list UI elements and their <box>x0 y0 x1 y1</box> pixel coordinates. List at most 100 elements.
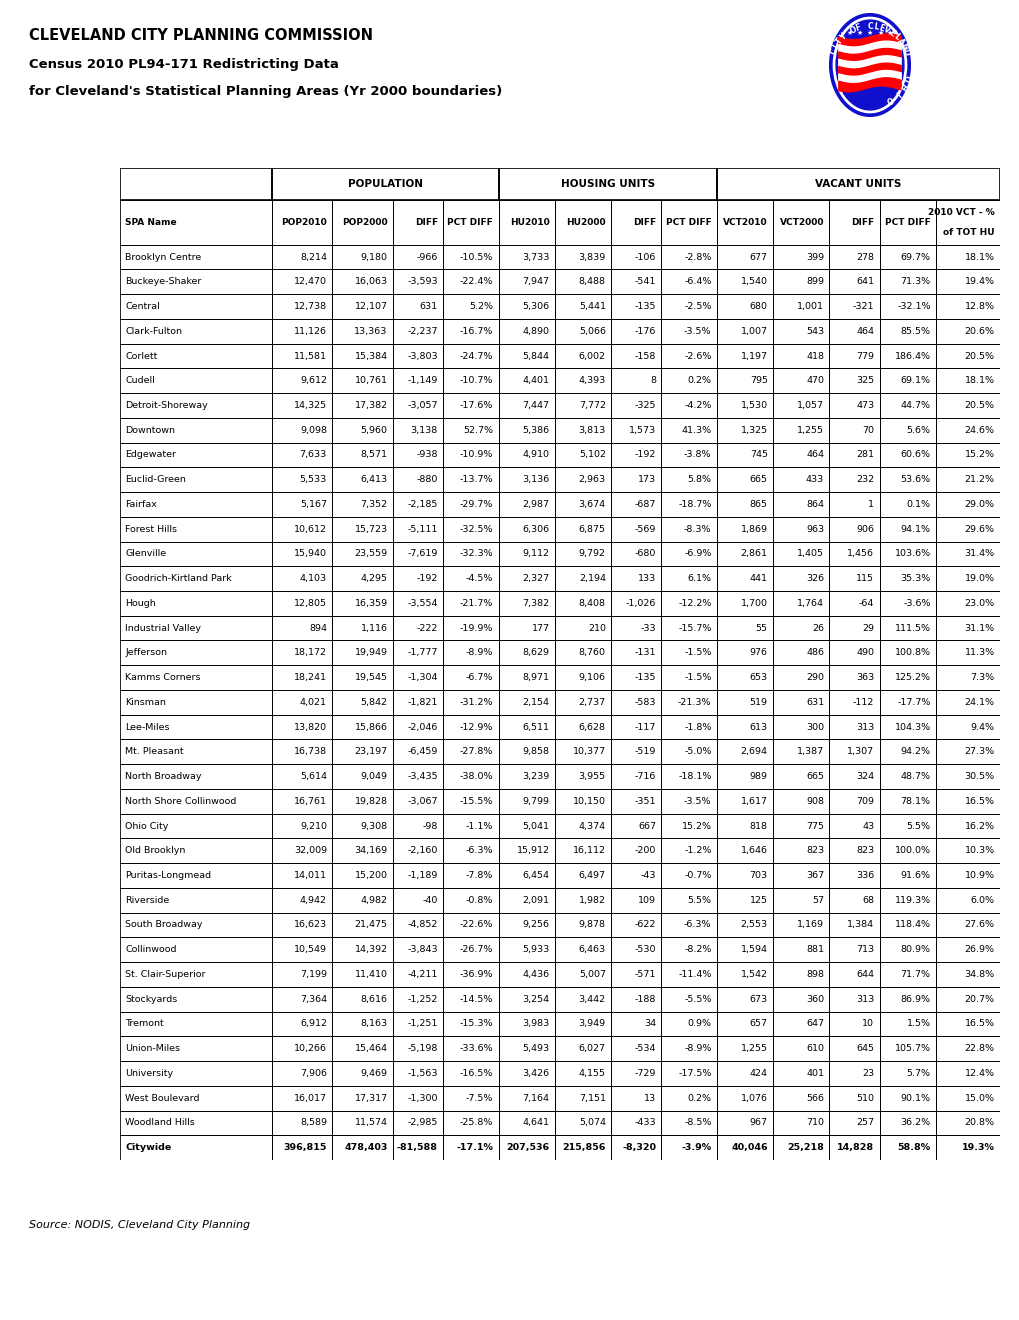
Text: 19,545: 19,545 <box>355 673 387 682</box>
Text: 16.5%: 16.5% <box>964 797 994 805</box>
Text: -8.5%: -8.5% <box>684 1118 711 1127</box>
Text: E: E <box>887 28 896 38</box>
Text: -1.2%: -1.2% <box>684 846 711 855</box>
Text: 8,571: 8,571 <box>360 450 387 459</box>
Text: Detroit-Shoreway: Detroit-Shoreway <box>125 401 208 411</box>
Text: 100.0%: 100.0% <box>894 846 929 855</box>
Text: Lee-Miles: Lee-Miles <box>125 722 169 731</box>
Text: 1,387: 1,387 <box>796 747 823 756</box>
Text: 2,861: 2,861 <box>740 549 767 558</box>
Text: 9,098: 9,098 <box>300 426 327 434</box>
Text: -188: -188 <box>634 995 655 1003</box>
Text: 20.7%: 20.7% <box>964 995 994 1003</box>
Text: 8,616: 8,616 <box>360 995 387 1003</box>
Text: 15,912: 15,912 <box>516 846 549 855</box>
Text: 35.3%: 35.3% <box>900 574 929 583</box>
Text: 12,805: 12,805 <box>293 599 327 609</box>
Text: 13: 13 <box>643 1094 655 1102</box>
Text: of TOT HU: of TOT HU <box>943 228 994 236</box>
Text: T: T <box>834 37 844 46</box>
Text: Hough: Hough <box>125 599 156 609</box>
Text: -1.5%: -1.5% <box>684 673 711 682</box>
Text: 1,617: 1,617 <box>740 797 767 805</box>
Text: 6,027: 6,027 <box>578 1044 605 1053</box>
Text: 8,760: 8,760 <box>578 648 605 657</box>
Text: -0.8%: -0.8% <box>466 896 493 904</box>
Text: St. Clair-Superior: St. Clair-Superior <box>125 970 206 979</box>
Text: 48.7%: 48.7% <box>900 772 929 781</box>
Text: 864: 864 <box>805 500 823 510</box>
Text: -22.6%: -22.6% <box>460 920 493 929</box>
Text: 1,456: 1,456 <box>847 549 873 558</box>
Text: 6,306: 6,306 <box>522 524 549 533</box>
Text: 894: 894 <box>309 623 327 632</box>
Text: 13,363: 13,363 <box>354 327 387 335</box>
Text: 11,126: 11,126 <box>293 327 327 335</box>
Text: 19.4%: 19.4% <box>964 277 994 286</box>
Text: -1,189: -1,189 <box>407 871 437 880</box>
Text: VCT2000: VCT2000 <box>779 218 823 227</box>
Text: 1,255: 1,255 <box>796 426 823 434</box>
Text: -680: -680 <box>634 549 655 558</box>
Text: -98: -98 <box>422 821 437 830</box>
Text: 10,266: 10,266 <box>293 1044 327 1053</box>
Text: 5,074: 5,074 <box>578 1118 605 1127</box>
Text: C: C <box>827 48 839 55</box>
Text: 14,011: 14,011 <box>293 871 327 880</box>
Text: 7,633: 7,633 <box>300 450 327 459</box>
Text: 1,764: 1,764 <box>796 599 823 609</box>
Text: 10.9%: 10.9% <box>964 871 994 880</box>
Text: -26.7%: -26.7% <box>460 945 493 954</box>
Text: 1,405: 1,405 <box>796 549 823 558</box>
Text: -11.4%: -11.4% <box>678 970 711 979</box>
Text: 703: 703 <box>749 871 767 880</box>
Text: -32.1%: -32.1% <box>897 302 929 312</box>
Text: -12.9%: -12.9% <box>460 722 493 731</box>
Text: 115: 115 <box>856 574 873 583</box>
Text: -6.9%: -6.9% <box>684 549 711 558</box>
Text: 665: 665 <box>749 475 767 484</box>
Text: -3,554: -3,554 <box>407 599 437 609</box>
Text: 1,169: 1,169 <box>796 920 823 929</box>
Text: 2,154: 2,154 <box>522 698 549 706</box>
Ellipse shape <box>833 17 906 112</box>
Text: POP2010: POP2010 <box>281 218 327 227</box>
Text: 91.6%: 91.6% <box>900 871 929 880</box>
Text: -36.9%: -36.9% <box>460 970 493 979</box>
Text: C: C <box>866 22 872 30</box>
Text: 9,308: 9,308 <box>360 821 387 830</box>
Text: Citywide: Citywide <box>125 1143 171 1152</box>
Text: 441: 441 <box>749 574 767 583</box>
Text: 5,614: 5,614 <box>300 772 327 781</box>
Text: N: N <box>898 41 908 51</box>
Text: 2,737: 2,737 <box>578 698 605 706</box>
Text: 278: 278 <box>856 252 873 261</box>
Text: Tremont: Tremont <box>125 1019 164 1028</box>
Text: 490: 490 <box>856 648 873 657</box>
Text: 24.6%: 24.6% <box>964 426 994 434</box>
Text: 3,733: 3,733 <box>522 252 549 261</box>
Text: 20.5%: 20.5% <box>964 351 994 360</box>
Text: 16,017: 16,017 <box>293 1094 327 1102</box>
Ellipse shape <box>836 20 903 110</box>
Text: -43: -43 <box>640 871 655 880</box>
Text: 94.2%: 94.2% <box>900 747 929 756</box>
Text: Goodrich-Kirtland Park: Goodrich-Kirtland Park <box>125 574 231 583</box>
Text: POPULATION: POPULATION <box>347 180 422 189</box>
Text: -6.3%: -6.3% <box>466 846 493 855</box>
Text: Cudell: Cudell <box>125 376 155 385</box>
Text: 6,497: 6,497 <box>578 871 605 880</box>
Text: -21.3%: -21.3% <box>678 698 711 706</box>
Text: -1,304: -1,304 <box>407 673 437 682</box>
Text: 125: 125 <box>749 896 767 904</box>
Text: -1,777: -1,777 <box>407 648 437 657</box>
Text: -1.8%: -1.8% <box>684 722 711 731</box>
Text: 7,906: 7,906 <box>300 1069 327 1078</box>
Text: 326: 326 <box>805 574 823 583</box>
Text: -10.9%: -10.9% <box>460 450 493 459</box>
Text: -38.0%: -38.0% <box>460 772 493 781</box>
Text: -716: -716 <box>634 772 655 781</box>
Text: PCT DIFF: PCT DIFF <box>447 218 493 227</box>
Text: 4,374: 4,374 <box>578 821 605 830</box>
Text: 7,151: 7,151 <box>578 1094 605 1102</box>
